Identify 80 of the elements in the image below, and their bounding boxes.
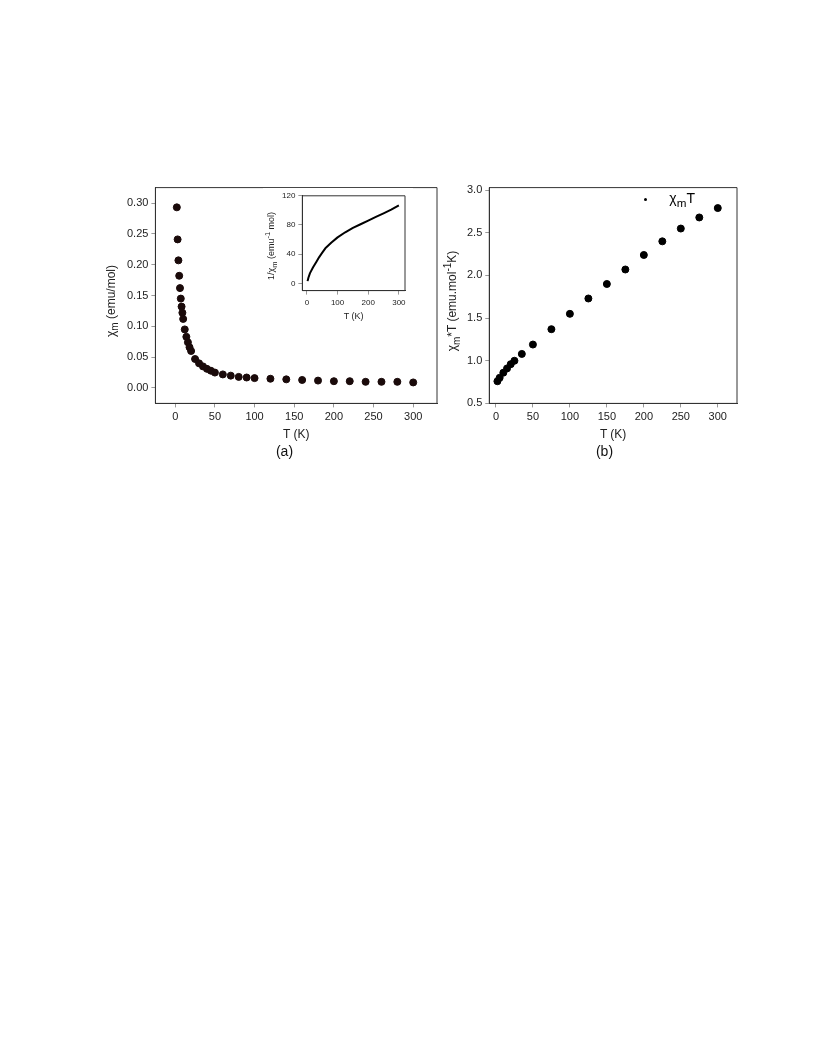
point xyxy=(176,284,184,293)
point xyxy=(713,204,722,213)
x-tick-label: 250 xyxy=(364,410,383,423)
point xyxy=(329,377,338,386)
x-axis-title: T (K) xyxy=(343,311,364,322)
y-tick-label: 0.5 xyxy=(466,396,483,409)
x-tick-label: 100 xyxy=(330,297,345,307)
x-tick-label: 100 xyxy=(245,410,264,423)
point xyxy=(210,368,219,377)
point xyxy=(409,378,418,387)
x-tick-label: 200 xyxy=(634,410,654,423)
point xyxy=(242,373,251,382)
y-tick-label: 3.0 xyxy=(466,183,483,196)
text: (b) xyxy=(594,443,615,459)
point xyxy=(658,237,667,246)
point xyxy=(393,377,402,386)
point xyxy=(517,349,526,358)
point xyxy=(173,235,182,244)
y-tick-label: 2.5 xyxy=(466,225,483,238)
point xyxy=(621,265,630,274)
point xyxy=(177,302,186,311)
point xyxy=(510,356,519,365)
point xyxy=(377,377,386,386)
x-tick-label: 150 xyxy=(597,410,617,423)
point xyxy=(180,325,189,334)
point xyxy=(250,374,259,383)
text: (a) xyxy=(274,443,295,459)
point xyxy=(695,213,704,222)
x-tick-label: 300 xyxy=(404,410,423,423)
point xyxy=(282,375,291,384)
x-tick-label: 0 xyxy=(172,410,179,423)
y-tick-label: 0.25 xyxy=(126,226,149,239)
x-tick-label: 0 xyxy=(492,410,500,423)
x-tick-label: 300 xyxy=(708,410,727,423)
x-tick-label: 0 xyxy=(304,297,310,307)
point xyxy=(218,370,227,379)
x-axis-title: T (K) xyxy=(282,427,310,442)
point xyxy=(176,294,185,303)
point xyxy=(175,271,184,280)
point xyxy=(361,377,370,386)
legend-label: χ$_{m}$T xyxy=(669,190,695,209)
point xyxy=(178,308,187,317)
y-tick-label: 0 xyxy=(290,278,296,288)
y-tick-label: 40 xyxy=(286,249,296,259)
y-tick-label: 1.0 xyxy=(466,353,483,366)
point xyxy=(345,377,354,386)
point xyxy=(676,224,685,233)
x-tick-label: 50 xyxy=(208,410,222,423)
x-tick-label: 250 xyxy=(671,410,690,423)
x-tick-label: 200 xyxy=(361,297,376,307)
y-tick-label: 0.15 xyxy=(126,288,149,301)
y-tick-label: 80 xyxy=(286,220,296,230)
point xyxy=(528,340,537,349)
point xyxy=(602,279,611,288)
point xyxy=(298,375,307,384)
x-tick-label: 50 xyxy=(526,410,540,423)
point xyxy=(639,250,648,259)
point xyxy=(172,203,181,212)
x-axis-title: T (K) xyxy=(599,427,627,442)
x-tick-label: 100 xyxy=(560,410,580,423)
y-tick-label: 0.20 xyxy=(126,257,149,270)
y-tick-label: 0.30 xyxy=(126,196,149,209)
y-tick-label: 0.00 xyxy=(126,381,149,394)
point xyxy=(565,309,574,318)
x-tick-label: 300 xyxy=(392,297,407,307)
point xyxy=(226,371,235,380)
point xyxy=(547,325,556,334)
point xyxy=(314,376,323,385)
point xyxy=(234,372,243,381)
x-tick-label: 200 xyxy=(324,410,344,423)
y-tick-label: 2.0 xyxy=(466,268,483,281)
y-tick-label: 1.5 xyxy=(466,311,483,324)
y-tick-label: 120 xyxy=(281,191,296,200)
y-tick-label: 0.10 xyxy=(126,319,149,332)
x-tick-label: 150 xyxy=(285,410,304,423)
point xyxy=(174,256,183,265)
y-tick-label: 0.05 xyxy=(126,350,149,363)
point xyxy=(266,374,275,383)
point xyxy=(179,314,188,323)
point xyxy=(584,294,593,303)
